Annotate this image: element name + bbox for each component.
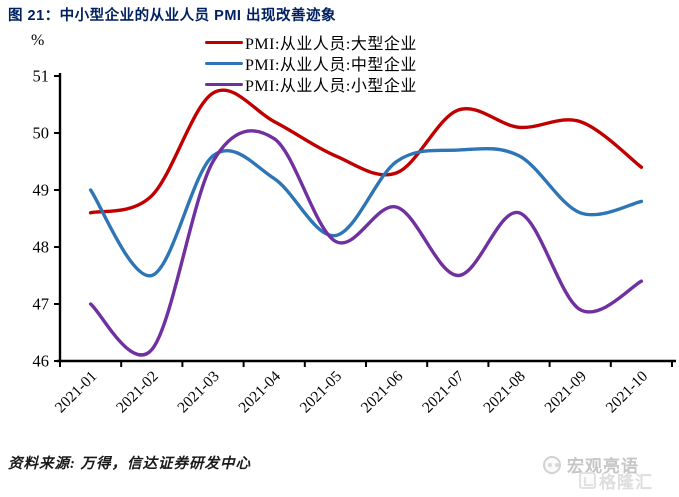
series-line-1 [88,146,644,278]
legend-item-0: PMI:从业人员:大型企业 [205,33,417,53]
watermark-secondary-text: 格隆汇 [599,473,653,492]
x-tick-label: 2021-03 [174,368,223,417]
x-tick-label: 2021-10 [603,368,652,417]
watermark-primary: 宏观亮语 [543,452,639,477]
gelonghui-logo-icon [579,472,596,489]
x-tick-label: 2021-08 [480,368,529,417]
pmi-line-chart-canvas: 46 47 48 49 50 51 2021-01 2021-02 2021-03 2021-04… [33,67,676,417]
legend-line-swatch [205,61,243,65]
brand-logo-icon [543,455,561,474]
figure-title: 图 21：中小型企业的从业人员 PMI 出现改善迹象 [8,8,336,24]
y-tick-label: 46 [33,352,50,371]
legend-item-label: PMI:从业人员:中型企业 [245,57,417,74]
chart-legend: PMI:从业人员:大型企业 PMI:从业人员:中型企业 PMI:从业人员:小型企业 [205,33,417,95]
series-line-2 [88,129,644,357]
y-tick-label: 48 [33,238,50,257]
legend-line-swatch [205,82,243,86]
x-tick-label: 2021-06 [358,368,407,417]
watermark-primary-text: 宏观亮语 [567,457,639,476]
legend-item-1: PMI:从业人员:中型企业 [205,54,417,74]
legend-line-swatch [205,40,243,44]
legend-item-label: PMI:从业人员:小型企业 [245,78,417,95]
watermark: 宏观亮语 格隆汇 [533,450,673,494]
y-axis-unit-label: % [31,32,45,49]
y-tick-label: 49 [33,181,50,200]
y-tick-label: 51 [33,67,50,86]
legend-item-label: PMI:从业人员:大型企业 [245,36,417,53]
x-tick-label: 2021-07 [419,368,468,417]
x-tick-label: 2021-09 [541,368,590,417]
y-tick-label: 47 [33,295,50,314]
y-tick-label: 50 [33,124,50,143]
x-tick-label: 2021-04 [235,368,284,417]
legend-item-2: PMI:从业人员:小型企业 [205,75,417,95]
x-tick-label: 2021-01 [52,368,101,417]
x-tick-label: 2021-02 [113,368,162,417]
data-source-note: 资料来源: 万得，信达证券研发中心 [8,456,251,472]
x-tick-label: 2021-05 [297,368,346,417]
series-line-0 [88,88,644,215]
watermark-secondary: 格隆汇 [579,468,653,493]
